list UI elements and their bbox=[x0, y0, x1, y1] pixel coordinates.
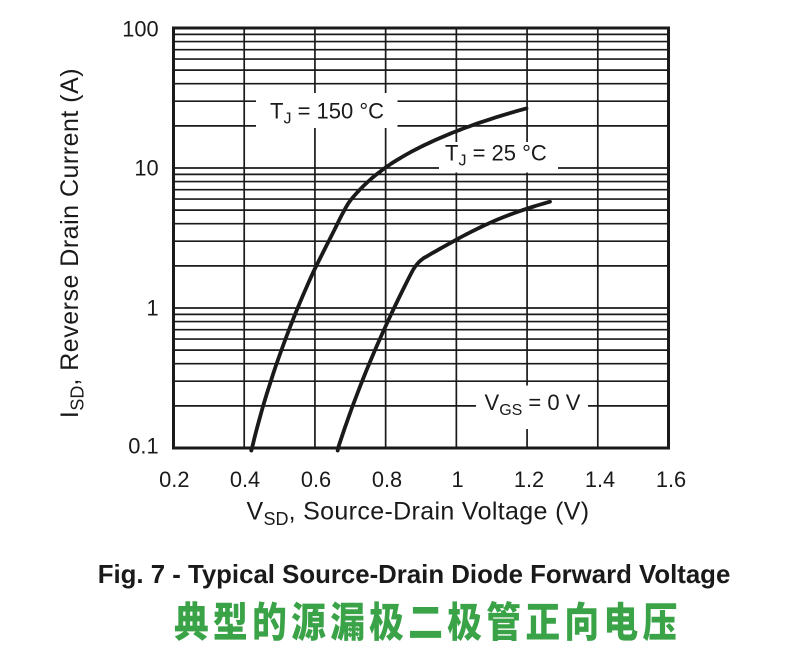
svg-text:TJ = 25 °C: TJ = 25 °C bbox=[445, 141, 547, 170]
svg-text:1.2: 1.2 bbox=[514, 467, 544, 492]
svg-text:TJ = 150 °C: TJ = 150 °C bbox=[270, 99, 384, 128]
svg-text:10: 10 bbox=[134, 156, 158, 181]
svg-text:0.4: 0.4 bbox=[230, 467, 260, 492]
svg-text:0.6: 0.6 bbox=[301, 467, 331, 492]
svg-text:0.2: 0.2 bbox=[159, 467, 189, 492]
svg-text:Fig. 7 - Typical Source-Drain: Fig. 7 - Typical Source-Drain Diode Forw… bbox=[98, 561, 731, 589]
svg-text:VSD, Source-Drain Voltage (V): VSD, Source-Drain Voltage (V) bbox=[247, 498, 590, 530]
svg-text:1.6: 1.6 bbox=[656, 467, 686, 492]
svg-text:ISD, Reverse Drain Current (A): ISD, Reverse Drain Current (A) bbox=[56, 68, 88, 418]
svg-text:100: 100 bbox=[122, 17, 158, 42]
svg-text:1: 1 bbox=[146, 296, 158, 321]
svg-text:0.8: 0.8 bbox=[372, 467, 402, 492]
svg-text:0.1: 0.1 bbox=[128, 434, 158, 459]
svg-text:1: 1 bbox=[451, 467, 463, 492]
svg-text:1.4: 1.4 bbox=[585, 467, 615, 492]
svg-text:VGS = 0 V: VGS = 0 V bbox=[485, 390, 581, 419]
